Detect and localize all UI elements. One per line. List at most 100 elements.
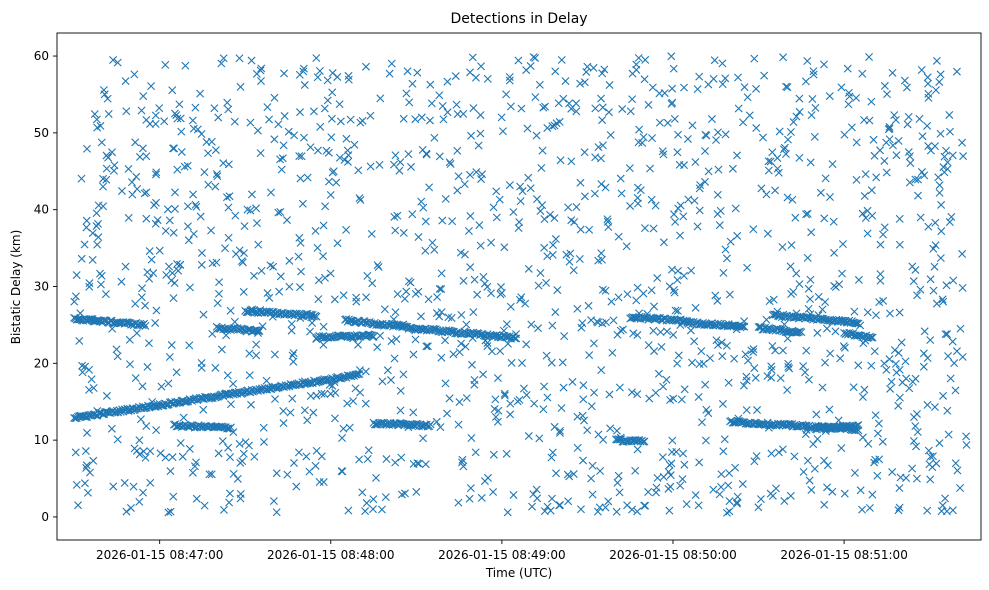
data-point (795, 107, 804, 116)
data-point (335, 100, 344, 109)
data-point (946, 127, 954, 136)
data-point (591, 104, 600, 113)
data-point (392, 335, 401, 344)
data-point (303, 416, 312, 425)
data-point (680, 83, 688, 92)
data-point (725, 497, 734, 506)
x-tick-label: 2026-01-15 08:48:00 (267, 548, 394, 562)
data-point (326, 190, 335, 199)
track-point (854, 421, 863, 430)
data-point (453, 110, 462, 119)
data-point (719, 268, 728, 277)
data-point (399, 370, 408, 379)
data-point (662, 327, 671, 336)
data-point (279, 407, 288, 415)
data-point (320, 104, 329, 113)
data-point (671, 217, 680, 226)
data-point (184, 236, 193, 245)
data-point (622, 242, 631, 251)
data-point (722, 254, 731, 263)
data-point (894, 348, 903, 357)
data-point (176, 114, 185, 123)
data-point (634, 138, 643, 147)
data-point (345, 423, 354, 432)
data-point (460, 180, 469, 189)
data-point (441, 379, 450, 388)
data-point (224, 233, 233, 242)
data-point (243, 205, 252, 214)
data-point (204, 149, 213, 158)
data-point (427, 99, 436, 108)
track-point (698, 318, 707, 327)
data-point (319, 478, 328, 487)
data-point (664, 467, 673, 476)
data-point (654, 369, 663, 378)
data-point (458, 455, 467, 464)
data-point (837, 83, 846, 92)
data-point (598, 141, 607, 150)
data-point (711, 291, 720, 300)
data-point (749, 225, 758, 234)
data-point (641, 55, 650, 64)
data-point (104, 109, 113, 118)
data-point (330, 414, 339, 423)
data-point (852, 138, 861, 147)
data-point (550, 214, 559, 223)
data-point (739, 381, 748, 390)
data-point (829, 217, 838, 226)
data-point (88, 255, 97, 264)
data-point (197, 248, 206, 257)
data-point (323, 96, 332, 105)
track-point (492, 330, 501, 339)
data-point (296, 238, 305, 247)
data-point (925, 460, 934, 469)
data-point (752, 452, 761, 461)
data-point (306, 327, 315, 336)
data-point (601, 286, 610, 295)
data-point (795, 153, 804, 162)
data-point (477, 175, 486, 184)
data-point (926, 146, 935, 155)
data-point (840, 130, 849, 139)
data-point (750, 54, 759, 63)
data-point (535, 434, 544, 443)
data-point (435, 312, 444, 321)
data-point (892, 151, 901, 160)
data-point (695, 72, 704, 81)
data-point (309, 107, 318, 116)
data-point (502, 320, 511, 329)
data-point (164, 262, 173, 271)
data-point (222, 193, 231, 202)
data-point (816, 188, 825, 197)
data-point (734, 104, 743, 113)
data-point (823, 324, 831, 333)
data-point (437, 308, 446, 317)
data-point (640, 224, 649, 233)
track-point (816, 423, 825, 432)
data-point (283, 470, 292, 479)
data-point (490, 404, 499, 413)
data-point (416, 312, 425, 321)
data-point (916, 285, 925, 294)
data-point (876, 240, 885, 249)
data-point (599, 435, 608, 444)
data-point (836, 354, 845, 363)
data-point (532, 131, 541, 140)
data-point (151, 219, 160, 228)
data-point (328, 69, 337, 78)
data-point (453, 186, 462, 195)
data-point (503, 339, 512, 348)
data-point (838, 240, 847, 249)
data-point (920, 327, 929, 336)
data-point (300, 81, 309, 90)
data-point (880, 359, 889, 368)
data-point (93, 240, 102, 249)
data-point (309, 408, 318, 417)
data-point (409, 408, 418, 417)
data-point (421, 246, 430, 255)
data-point (686, 326, 695, 335)
data-point (319, 252, 328, 261)
data-point (328, 168, 337, 177)
data-point (911, 422, 920, 431)
data-point (733, 151, 741, 160)
